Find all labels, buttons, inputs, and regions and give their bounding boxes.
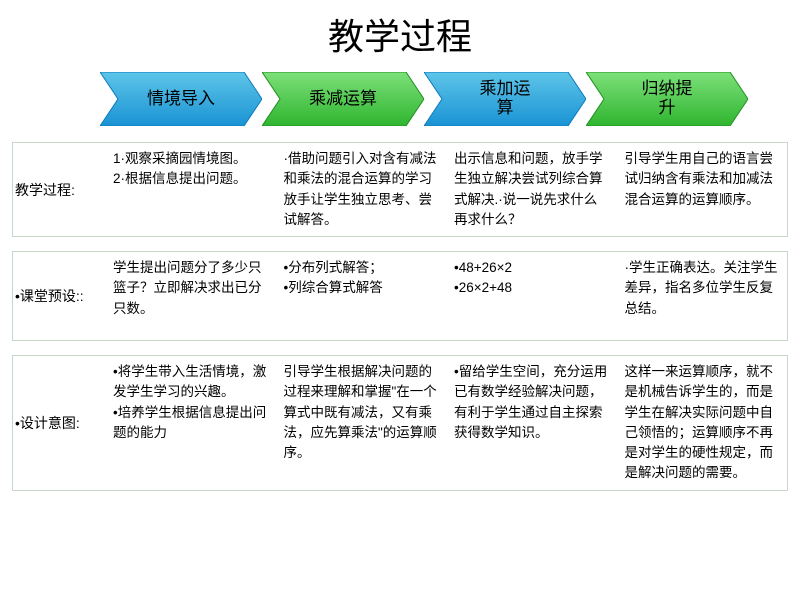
cells-wrap: •将学生带入生活情境，激发学生学习的兴趣。•培养学生根据信息提出问题的能力引导学… (105, 356, 787, 490)
stage-arrow-2: 乘加运算 (424, 72, 586, 126)
cell-2-3: 这样一来运算顺序，就不是机械告诉学生的，而是学生在解决实际问题中自己领悟的；运算… (617, 356, 788, 490)
cell-1-0: 学生提出问题分了多少只篮子？立即解决求出已分只数。 (105, 252, 276, 340)
stage-arrow-label: 情境导入 (137, 90, 225, 109)
grid-row-2: •设计意图:•将学生带入生活情境，激发学生学习的兴趣。•培养学生根据信息提出问题… (12, 355, 788, 491)
stage-arrow-1: 乘减运算 (262, 72, 424, 126)
cell-2-1: 引导学生根据解决问题的过程来理解和掌握"在一个算式中既有减法，又有乘法，应先算乘… (276, 356, 447, 490)
row-label-0: 教学过程: (13, 143, 105, 236)
cell-0-2: 出示信息和问题，放手学生独立解决尝试列综合算式解决.·说一说先求什么再求什么？ (446, 143, 617, 236)
stage-arrow-label: 归纳提升 (632, 80, 703, 117)
cell-0-1: ·借助问题引入对含有减法和乘法的混合运算的学习放手让学生独立思考、尝试解答。 (276, 143, 447, 236)
cells-wrap: 学生提出问题分了多少只篮子？立即解决求出已分只数。•分布列式解答；•列综合算式解… (105, 252, 787, 340)
stage-arrow-3: 归纳提升 (586, 72, 748, 126)
stage-arrows-row: 情境导入 乘减运算 乘加运算 归纳提升 (0, 72, 800, 132)
content-grid: 教学过程:1·观察采摘园情境图。2·根据信息提出问题。·借助问题引入对含有减法和… (0, 132, 800, 491)
cell-0-0: 1·观察采摘园情境图。2·根据信息提出问题。 (105, 143, 276, 236)
row-label-2: •设计意图: (13, 356, 105, 490)
grid-row-0: 教学过程:1·观察采摘园情境图。2·根据信息提出问题。·借助问题引入对含有减法和… (12, 142, 788, 237)
cell-0-3: 引导学生用自己的语言尝试归纳含有乘法和加减法混合运算的运算顺序。 (617, 143, 788, 236)
row-label-1: •课堂预设:: (13, 252, 105, 340)
cell-2-0: •将学生带入生活情境，激发学生学习的兴趣。•培养学生根据信息提出问题的能力 (105, 356, 276, 490)
cell-2-2: •留给学生空间，充分运用已有数学经验解决问题，有利于学生通过自主探索获得数学知识… (446, 356, 617, 490)
stage-arrow-label: 乘减运算 (299, 90, 387, 109)
grid-row-1: •课堂预设::学生提出问题分了多少只篮子？立即解决求出已分只数。•分布列式解答；… (12, 251, 788, 341)
cell-1-3: ·学生正确表达。关注学生差异，指名多位学生反复总结。 (617, 252, 788, 340)
cells-wrap: 1·观察采摘园情境图。2·根据信息提出问题。·借助问题引入对含有减法和乘法的混合… (105, 143, 787, 236)
stage-arrow-0: 情境导入 (100, 72, 262, 126)
page-title: 教学过程 (0, 0, 800, 72)
cell-1-1: •分布列式解答；•列综合算式解答 (276, 252, 447, 340)
cell-1-2: •48+26×2•26×2+48 (446, 252, 617, 340)
stage-arrow-label: 乘加运算 (470, 80, 541, 117)
